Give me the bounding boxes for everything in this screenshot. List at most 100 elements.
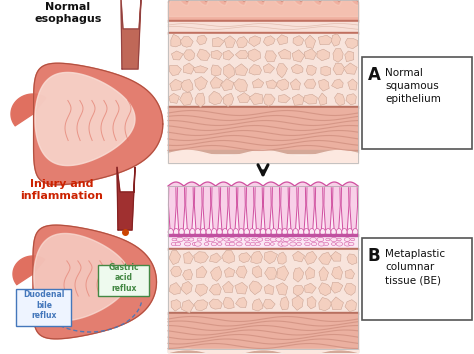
Polygon shape <box>281 186 289 233</box>
Ellipse shape <box>324 242 328 246</box>
Ellipse shape <box>192 242 197 246</box>
Polygon shape <box>248 36 261 47</box>
Polygon shape <box>235 64 248 75</box>
Ellipse shape <box>283 238 290 241</box>
Polygon shape <box>333 186 340 233</box>
Polygon shape <box>317 49 330 61</box>
Ellipse shape <box>184 238 189 241</box>
Polygon shape <box>221 79 234 91</box>
Polygon shape <box>224 268 235 277</box>
Polygon shape <box>222 281 233 293</box>
Ellipse shape <box>353 228 358 235</box>
Polygon shape <box>194 252 209 263</box>
Ellipse shape <box>309 228 314 235</box>
Ellipse shape <box>282 228 287 235</box>
Polygon shape <box>186 186 193 233</box>
Polygon shape <box>211 65 221 76</box>
Ellipse shape <box>257 238 263 241</box>
Polygon shape <box>237 36 247 48</box>
Ellipse shape <box>239 228 244 235</box>
Ellipse shape <box>255 228 260 235</box>
Polygon shape <box>319 93 327 105</box>
Polygon shape <box>183 63 195 74</box>
Polygon shape <box>319 252 332 264</box>
Ellipse shape <box>260 228 265 235</box>
Polygon shape <box>180 37 193 47</box>
Polygon shape <box>170 79 182 91</box>
Polygon shape <box>298 186 306 233</box>
Ellipse shape <box>330 238 337 241</box>
Ellipse shape <box>337 238 341 241</box>
Bar <box>168 0 358 163</box>
Ellipse shape <box>194 242 201 246</box>
Ellipse shape <box>172 238 176 241</box>
Ellipse shape <box>175 242 181 246</box>
Ellipse shape <box>266 228 271 235</box>
Polygon shape <box>307 296 316 309</box>
Text: Injury and
inflammation: Injury and inflammation <box>20 179 103 201</box>
Polygon shape <box>195 284 208 296</box>
Ellipse shape <box>217 238 223 241</box>
Ellipse shape <box>244 228 249 235</box>
Polygon shape <box>315 186 323 233</box>
Polygon shape <box>304 251 317 264</box>
Text: Normal
esophagus: Normal esophagus <box>34 2 102 24</box>
Polygon shape <box>264 251 277 264</box>
Polygon shape <box>171 267 182 277</box>
Polygon shape <box>236 51 248 59</box>
Ellipse shape <box>222 228 228 235</box>
Ellipse shape <box>318 242 325 246</box>
Polygon shape <box>197 35 207 45</box>
Polygon shape <box>345 51 354 62</box>
Polygon shape <box>344 63 357 74</box>
Polygon shape <box>252 266 262 278</box>
Ellipse shape <box>250 242 255 246</box>
Ellipse shape <box>271 228 276 235</box>
Polygon shape <box>319 79 329 91</box>
Ellipse shape <box>255 242 260 246</box>
Polygon shape <box>307 186 314 233</box>
Polygon shape <box>239 253 251 263</box>
Polygon shape <box>292 94 304 105</box>
Polygon shape <box>11 94 46 126</box>
Polygon shape <box>172 51 183 60</box>
Polygon shape <box>292 296 303 310</box>
Polygon shape <box>319 283 331 296</box>
Ellipse shape <box>311 242 317 246</box>
Polygon shape <box>117 167 135 230</box>
Ellipse shape <box>224 238 229 241</box>
Polygon shape <box>303 94 318 104</box>
Polygon shape <box>236 297 247 308</box>
Polygon shape <box>293 285 304 296</box>
Ellipse shape <box>208 237 215 242</box>
Ellipse shape <box>304 228 309 235</box>
Ellipse shape <box>297 238 301 241</box>
Polygon shape <box>333 63 345 75</box>
Ellipse shape <box>270 237 277 242</box>
Polygon shape <box>304 79 316 88</box>
Polygon shape <box>276 79 289 91</box>
Polygon shape <box>171 34 181 47</box>
Polygon shape <box>278 49 291 59</box>
Ellipse shape <box>205 238 211 241</box>
Polygon shape <box>251 251 263 263</box>
Ellipse shape <box>245 238 250 241</box>
Ellipse shape <box>331 228 336 235</box>
Polygon shape <box>223 50 234 60</box>
Polygon shape <box>265 51 276 62</box>
Polygon shape <box>212 38 224 47</box>
Polygon shape <box>280 297 289 310</box>
Polygon shape <box>264 63 274 73</box>
Text: Gastric
acid
reflux: Gastric acid reflux <box>109 263 139 293</box>
Polygon shape <box>237 186 246 233</box>
Ellipse shape <box>233 228 238 235</box>
Polygon shape <box>211 186 219 233</box>
Polygon shape <box>344 283 356 295</box>
Ellipse shape <box>296 242 301 246</box>
Ellipse shape <box>211 242 217 246</box>
Ellipse shape <box>305 242 310 246</box>
Polygon shape <box>195 76 208 90</box>
Polygon shape <box>324 186 332 233</box>
Polygon shape <box>292 64 303 74</box>
Ellipse shape <box>270 243 274 245</box>
